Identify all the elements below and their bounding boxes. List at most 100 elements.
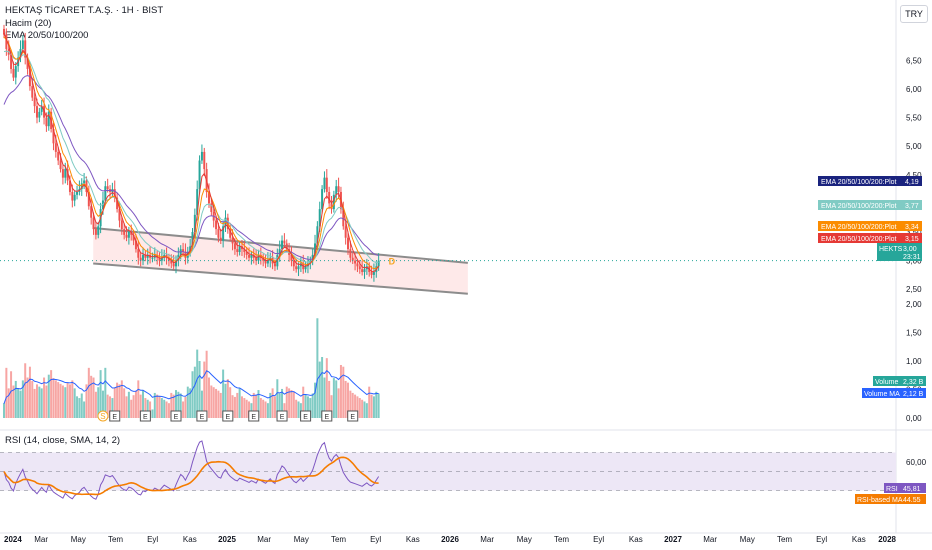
earnings-marker	[196, 410, 208, 422]
volume-bar	[179, 393, 182, 418]
volume-bar	[318, 361, 321, 418]
time-tick-label: May	[71, 535, 86, 544]
candle-body	[238, 246, 241, 253]
candle-body	[285, 243, 288, 250]
candle-body	[198, 160, 201, 190]
volume-bar	[186, 386, 189, 418]
candle-body	[35, 106, 38, 118]
last-price-tag	[877, 243, 922, 261]
channel-lower-line	[93, 262, 468, 295]
candle-body	[38, 111, 41, 118]
ema-series-value: 3,77	[905, 203, 919, 210]
candle-body	[54, 143, 57, 152]
candle-body	[26, 57, 29, 69]
earnings-marker-label: E	[280, 414, 285, 421]
candle-body	[57, 151, 60, 161]
volume-bar	[10, 371, 13, 418]
candle-body	[255, 257, 258, 261]
volume-bar	[104, 367, 107, 418]
currency-selector[interactable]: TRY	[900, 5, 928, 23]
volume-bar	[285, 386, 288, 418]
ema-series-tag	[818, 233, 922, 243]
volume-bar	[172, 394, 175, 418]
volume-bar	[94, 391, 97, 418]
candle-body	[250, 254, 253, 258]
volume-tag-name: Volume	[875, 379, 898, 386]
candle-body	[66, 169, 69, 181]
volume-bar	[245, 399, 248, 418]
last-price-countdown: 23:31	[903, 254, 921, 261]
volume-bar	[370, 394, 373, 418]
volume-bar	[309, 398, 312, 418]
volume-bar	[328, 380, 331, 418]
candle-body	[45, 117, 48, 127]
volume-bar	[347, 382, 350, 418]
volume-legend[interactable]: Hacim (20)	[5, 18, 52, 29]
candle-body	[361, 269, 364, 273]
candle-body	[217, 229, 220, 238]
ema-legend[interactable]: EMA 20/50/100/200	[5, 30, 89, 41]
candle-body	[120, 220, 123, 230]
earnings-marker-label: E	[226, 414, 231, 421]
time-tick-label: Mar	[34, 535, 48, 544]
price-tick-label: 5,00	[906, 142, 922, 151]
time-tick-label: Tem	[554, 535, 569, 544]
price-tick-label: 6,50	[906, 56, 922, 65]
candle-body	[207, 191, 210, 204]
volume-bar	[3, 403, 5, 418]
candle-body	[125, 234, 128, 238]
volume-bar	[290, 390, 293, 418]
candle-body	[137, 249, 140, 258]
volume-bar	[50, 370, 53, 418]
time-tick-label: May	[517, 535, 532, 544]
channel-upper-line	[93, 227, 468, 264]
ema-series-tag	[818, 200, 922, 210]
time-tick-label: Eyl	[593, 535, 604, 544]
volume-bar	[332, 378, 335, 418]
rsi-tag-value: 45,81	[903, 486, 921, 493]
volume-bar	[151, 409, 154, 418]
volume-bar	[278, 393, 281, 418]
candle-body	[52, 129, 55, 144]
volume-bar	[35, 384, 38, 418]
candle-body	[231, 237, 234, 244]
volume-bar	[31, 380, 34, 418]
candle-body	[83, 180, 86, 184]
candle-body	[97, 226, 100, 235]
volume-bar	[28, 366, 31, 418]
candle-body	[363, 269, 366, 273]
volume-ma-tag-name: Volume MA	[864, 391, 900, 398]
time-tick-label: Eyl	[816, 535, 827, 544]
volume-bar	[363, 401, 366, 418]
volume-bar	[292, 391, 295, 418]
candle-body	[290, 254, 293, 261]
volume-bar	[153, 392, 156, 418]
volume-bar	[111, 398, 114, 418]
volume-bar	[325, 358, 328, 418]
volume-bar	[210, 385, 213, 418]
candle-body	[266, 260, 269, 264]
symbol-title[interactable]: HEKTAŞ TİCARET T.A.Ş. · 1H · BIST	[5, 5, 164, 16]
time-tick-label: 2028	[878, 535, 896, 544]
candle-body	[325, 177, 328, 192]
volume-tag-value: 2,32 B	[903, 379, 924, 386]
ema-20-line	[3, 32, 380, 273]
volume-bar	[130, 399, 133, 418]
volume-bar	[92, 377, 95, 418]
candle-body	[151, 257, 154, 259]
volume-bar	[83, 401, 86, 418]
volume-bar	[295, 399, 298, 418]
earnings-marker-label: E	[200, 414, 205, 421]
volume-bar	[80, 393, 83, 418]
volume-bar	[311, 393, 314, 418]
volume-tick-label: 2,00	[906, 300, 922, 309]
volume-bar	[160, 398, 163, 418]
volume-bar	[144, 398, 147, 418]
volume-bar	[17, 388, 20, 418]
volume-bar	[304, 394, 307, 418]
candle-body	[61, 169, 64, 178]
earnings-marker	[222, 410, 234, 422]
candle-body	[283, 240, 286, 244]
candle-body	[295, 266, 298, 270]
